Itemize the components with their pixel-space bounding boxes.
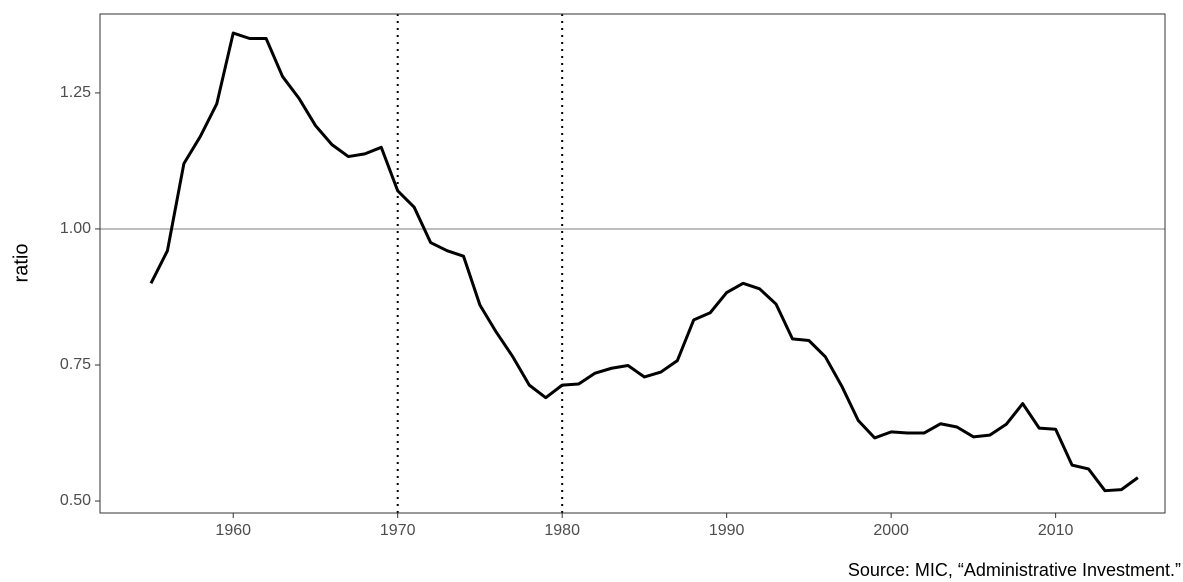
y-tick-label: 0.50 <box>60 492 91 509</box>
y-tick-label: 1.00 <box>60 220 91 237</box>
y-tick-label: 1.25 <box>60 84 91 101</box>
plot-border <box>99 13 1166 514</box>
x-tick-label: 2000 <box>873 522 909 539</box>
x-tick-label: 1960 <box>215 522 251 539</box>
x-tick-label: 2010 <box>1038 522 1074 539</box>
y-tick-label: 0.75 <box>60 356 91 373</box>
data-line <box>149 31 1139 493</box>
x-tick-label: 1980 <box>544 522 580 539</box>
caption: Source: MIC, “Administrative Investment.… <box>848 560 1181 580</box>
x-tick-label: 1990 <box>709 522 745 539</box>
y-axis-label: ratio <box>10 244 32 283</box>
x-tick-label: 1970 <box>380 522 416 539</box>
